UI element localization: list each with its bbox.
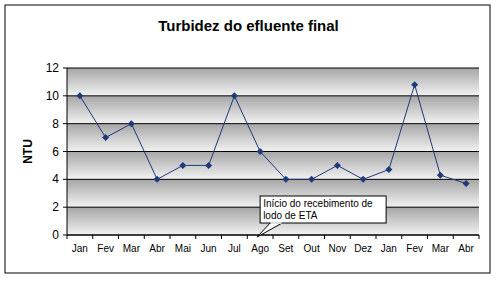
x-tick-label: Jul [228,243,241,254]
y-tick-label: 12 [46,61,60,75]
y-tick-label: 2 [52,200,59,214]
marker [257,148,264,155]
x-tick [67,235,68,239]
title: Turbidez do efluente final [158,17,339,34]
y-tick [63,151,67,152]
marker [179,162,186,169]
y-axis [67,68,68,235]
y-tick [63,235,67,236]
x-tick-label: Fev [406,243,423,254]
marker [76,92,83,99]
annotation-pointer [257,223,282,237]
y-tick-label: 4 [52,172,59,186]
x-tick [324,235,325,239]
annotation-join [271,222,282,224]
marker [334,162,341,169]
x-tick [273,235,274,239]
series-line [80,85,466,184]
y-tick [63,123,67,124]
x-tick [92,235,93,239]
marker [308,176,315,183]
x-tick-label: Mar [123,243,141,254]
y-tick-label: 6 [52,145,59,159]
annotation: Início do recebimento delodo de ETA [257,196,386,237]
marker [463,180,470,187]
marker [411,81,418,88]
marker [102,134,109,141]
marker [360,176,367,183]
x-tick-label: Set [278,243,293,254]
x-tick [170,235,171,239]
marker [282,176,289,183]
x-tick-label: Abr [149,243,165,254]
x-tick-label: Mai [175,243,191,254]
annotation-line: lodo de ETA [263,210,318,221]
plot-group [76,81,469,187]
grid-line [67,151,479,152]
x-tick [298,235,299,239]
y-tick [63,68,67,69]
chart-svg: Turbidez do efluente final NTU 0 2 4 6 8 10 12 Ja… [0,0,497,281]
x-tick [401,235,402,239]
annotation-box [260,196,386,223]
x-tick-label: Jan [381,243,397,254]
x-tick-label: Jun [201,243,217,254]
x-tick [221,235,222,239]
x-tick [195,235,196,239]
annotation-text: Início do recebimento delodo de ETA [263,198,373,221]
y-tick-label: 8 [52,117,59,131]
y-tick [63,179,67,180]
x-tick [118,235,119,239]
x-tick [453,235,454,239]
y-tick-label: 10 [46,89,60,103]
grid-line [67,68,479,69]
marker [437,172,444,179]
y-tick [63,95,67,96]
x-tick-label: Mar [432,243,450,254]
marker [385,166,392,173]
plot-area [67,68,479,235]
x-tick-label: Dez [354,243,372,254]
grid-line [67,179,479,180]
x-tick [144,235,145,239]
annotation-line: Início do recebimento de [263,198,373,209]
x-tick [350,235,351,239]
marker [205,162,212,169]
y-tick [63,207,67,208]
x-tick-label: Fev [97,243,114,254]
x-tick [427,235,428,239]
marker [231,92,238,99]
x-tick-label: Nov [328,243,346,254]
chart-frame [5,5,490,273]
x-tick [247,235,248,239]
marker [128,120,135,127]
x-tick [376,235,377,239]
x-tick-label: Jan [72,243,88,254]
y-tick-label: 0 [52,228,59,242]
x-tick-label: Out [304,243,320,254]
x-tick-label: Abr [458,243,474,254]
marker [154,176,161,183]
y-axis-label: NTU [21,139,35,164]
x-tick [479,235,480,239]
chart-container: Turbidez do efluente final NTU 0 2 4 6 8 10 12 Ja… [0,0,497,281]
x-tick-label: Ago [251,243,269,254]
